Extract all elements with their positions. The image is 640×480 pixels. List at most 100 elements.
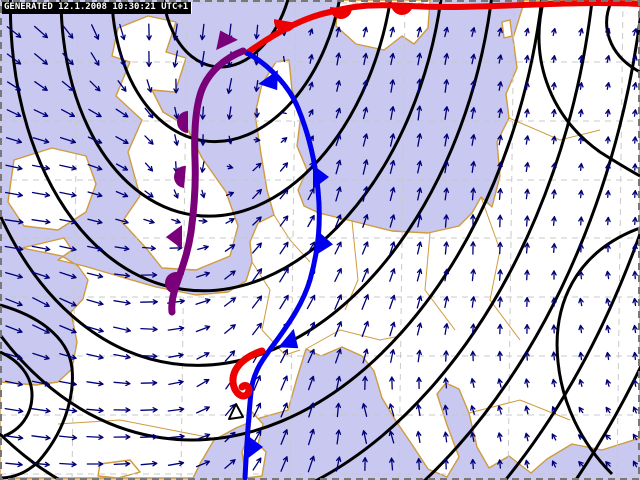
wind-arrow: [524, 215, 530, 227]
wind-arrow: [4, 245, 24, 252]
wind-arrow: [578, 324, 584, 334]
wind-arrow: [470, 268, 476, 282]
wind-arrow: [6, 109, 22, 118]
wind-arrow: [389, 106, 396, 120]
wind-arrow: [524, 378, 530, 388]
wind-arrow: [578, 82, 584, 90]
wind-arrow: [334, 241, 342, 255]
meridian-line: [507, 0, 515, 480]
wind-arrow: [171, 218, 181, 224]
wind-arrow: [224, 459, 236, 469]
wind-arrow: [32, 137, 50, 144]
wind-arrow: [173, 78, 179, 94]
occluded-front-triangle-symbol: [166, 225, 182, 249]
wind-arrow: [168, 379, 184, 386]
wind-arrow: [334, 321, 343, 337]
wind-arrow: [251, 295, 263, 309]
wind-arrow: [34, 81, 48, 91]
wind-arrow: [115, 163, 129, 171]
wind-arrow: [524, 324, 530, 334]
wind-arrow: [196, 271, 210, 278]
wind-arrow: [197, 244, 209, 251]
wind-arrow: [5, 325, 23, 334]
wind-arrow: [86, 407, 104, 414]
wind-arrow: [524, 432, 530, 442]
wind-arrow: [140, 299, 158, 305]
wind-arrow: [86, 380, 104, 387]
wind-arrow: [362, 52, 369, 66]
wind-arrow: [551, 433, 557, 441]
wind-arrow: [59, 380, 77, 387]
wind-arrow: [632, 28, 638, 36]
wind-arrow: [497, 81, 503, 91]
wind-arrow: [416, 241, 423, 255]
wind-arrow: [497, 188, 503, 200]
wind-arrow: [143, 218, 155, 225]
wind-arrow: [578, 351, 584, 361]
wind-arrow: [34, 53, 48, 65]
wind-arrow: [200, 189, 206, 199]
wind-arrow: [252, 188, 262, 200]
warm-front-hook-line: [229, 347, 266, 400]
wind-arrow: [86, 272, 104, 279]
wind-arrow: [59, 271, 77, 280]
wind-arrow: [114, 245, 130, 252]
wind-arrow: [443, 79, 450, 93]
wind-arrow: [172, 23, 179, 41]
wind-arrow: [279, 162, 289, 172]
wind-arrow: [167, 433, 185, 440]
wind-arrow: [497, 323, 503, 335]
wind-arrow: [416, 322, 423, 336]
wind-arrow: [32, 271, 50, 280]
wind-arrow: [279, 188, 289, 200]
wind-arrow: [389, 159, 396, 175]
wind-arrow: [33, 25, 49, 39]
wind-arrow: [470, 80, 476, 92]
wind-arrow-layer: [4, 23, 638, 473]
wind-arrow: [224, 244, 236, 252]
wind-arrow: [443, 133, 450, 147]
front-layer: [165, 0, 640, 480]
wind-arrow: [5, 352, 23, 360]
wind-arrow: [335, 107, 342, 119]
wind-arrow: [416, 295, 423, 309]
wind-arrow: [497, 269, 503, 281]
wind-arrow: [605, 270, 611, 280]
wind-arrow: [5, 164, 23, 171]
wind-arrow: [443, 160, 450, 174]
wind-arrow: [252, 216, 262, 226]
wind-arrow: [115, 136, 129, 144]
wind-arrow: [168, 352, 184, 359]
wind-arrow: [470, 323, 476, 335]
country-border: [480, 196, 521, 341]
wind-arrow: [632, 406, 638, 414]
wind-arrow: [470, 107, 476, 119]
wind-arrow: [167, 460, 185, 467]
wind-arrow: [88, 108, 102, 118]
wind-arrow: [361, 430, 368, 444]
wind-arrow: [172, 50, 179, 68]
wind-arrow: [196, 406, 210, 414]
wind-arrow: [252, 242, 262, 254]
wind-arrow: [279, 241, 289, 255]
wind-arrow: [443, 458, 449, 470]
wind-arrow: [308, 402, 315, 418]
wind-arrow: [140, 407, 158, 413]
warm-front-semicircle-symbol: [330, 7, 352, 19]
wind-arrow: [632, 351, 638, 361]
wind-arrow: [113, 407, 131, 413]
wind-arrow: [140, 353, 158, 359]
wind-arrow: [140, 380, 158, 386]
wind-arrow: [470, 405, 476, 415]
wind-arrow: [335, 375, 342, 391]
wind-arrow: [577, 434, 585, 440]
wind-arrow: [632, 216, 638, 226]
wind-arrow: [282, 55, 286, 63]
isobar: [0, 303, 74, 480]
meridian-line: [289, 0, 297, 480]
wind-arrow: [551, 27, 557, 37]
wind-arrow: [443, 268, 450, 282]
